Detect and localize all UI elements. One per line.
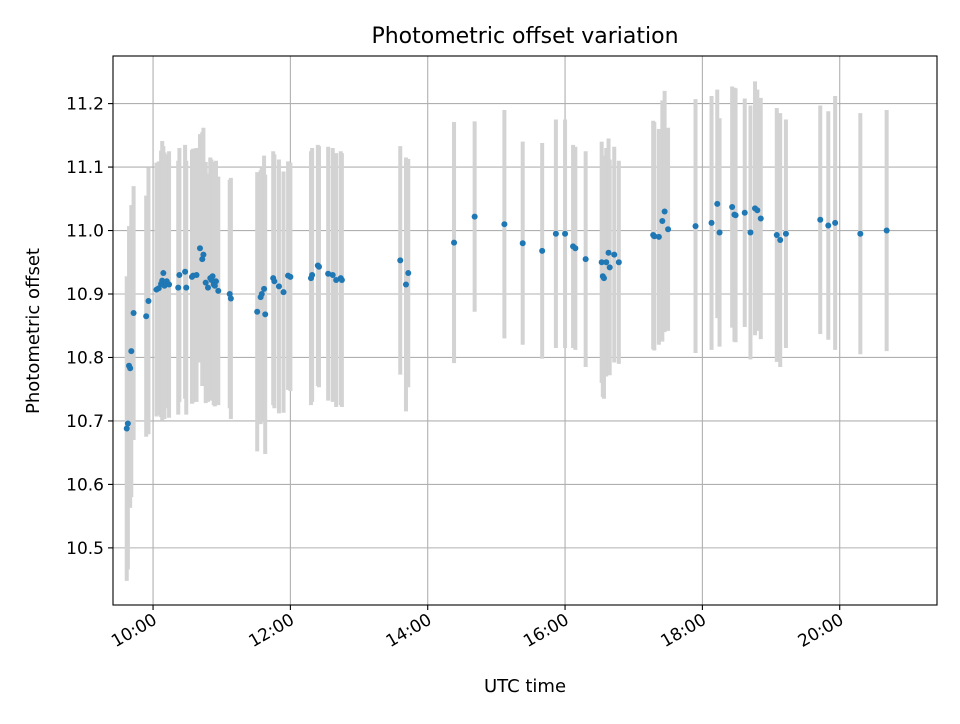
data-point: [200, 251, 207, 258]
y-tick-label: 11.2: [66, 95, 104, 115]
data-point: [309, 271, 316, 278]
data-point: [161, 282, 168, 289]
data-point: [661, 208, 668, 215]
data-point: [714, 200, 721, 207]
data-point: [405, 270, 412, 277]
data-point: [329, 271, 336, 278]
data-point: [124, 420, 131, 427]
y-tick-label: 10.8: [66, 348, 104, 368]
data-point: [128, 348, 135, 355]
data-point: [651, 233, 658, 240]
data-point: [825, 222, 832, 229]
data-point: [773, 231, 780, 238]
y-axis-ticks: 10.5 10.6 10.7 10.8 10.9 11.0 11.1 11.2: [66, 95, 113, 559]
data-point: [732, 212, 739, 219]
data-point: [183, 284, 190, 291]
data-point: [215, 287, 222, 294]
data-point: [552, 230, 559, 237]
data-point: [615, 259, 622, 266]
data-point: [451, 239, 458, 246]
data-point: [600, 275, 607, 282]
data-point: [757, 215, 764, 222]
data-point: [754, 207, 761, 214]
grid: [113, 56, 937, 605]
data-point: [832, 219, 839, 226]
data-point: [741, 209, 748, 216]
data-point: [539, 247, 546, 254]
data-point: [603, 259, 610, 266]
data-point: [692, 223, 699, 230]
data-point: [275, 283, 282, 290]
data-point: [160, 270, 167, 277]
data-point: [562, 230, 569, 237]
data-point: [659, 218, 666, 225]
data-point: [777, 237, 784, 244]
data-point: [716, 229, 723, 236]
data-point: [402, 281, 409, 288]
data-point: [572, 245, 579, 252]
data-point: [782, 230, 789, 237]
data-point: [316, 263, 322, 270]
data-point: [166, 281, 173, 288]
data-point: [287, 273, 294, 280]
data-point: [271, 278, 278, 285]
data-point: [145, 297, 152, 304]
data-point: [598, 259, 605, 266]
data-point: [501, 221, 508, 228]
y-tick-label: 10.9: [66, 285, 104, 305]
data-point: [262, 311, 269, 318]
data-point: [665, 226, 672, 233]
data-point: [606, 264, 613, 271]
data-point: [280, 289, 287, 296]
data-point: [471, 213, 478, 220]
data-point: [857, 230, 864, 237]
y-tick-label: 10.7: [66, 412, 104, 432]
x-axis-label: UTC time: [484, 676, 566, 697]
data-point: [747, 229, 754, 236]
data-point: [397, 257, 404, 264]
data-point: [155, 285, 162, 292]
data-point: [325, 270, 332, 277]
data-point: [611, 251, 618, 258]
plot-frame: [112, 55, 938, 606]
data-point: [605, 249, 612, 256]
data-point: [193, 271, 200, 278]
data-point: [729, 204, 736, 211]
y-axis-label: Photometric offset: [23, 248, 44, 414]
data-point: [209, 273, 216, 280]
data-point: [204, 284, 211, 291]
data-point: [817, 216, 824, 223]
data-point: [655, 233, 662, 240]
data-point: [196, 245, 203, 252]
data-point: [213, 278, 219, 285]
y-tick-label: 11.0: [66, 222, 104, 242]
data-point: [519, 240, 526, 247]
data-point: [143, 313, 150, 320]
data-point: [333, 277, 340, 284]
y-tick-label: 10.6: [66, 475, 104, 495]
data-point: [175, 284, 182, 291]
data-points: [123, 200, 890, 432]
data-point: [338, 277, 345, 284]
data-point: [254, 308, 261, 315]
data-point: [582, 256, 589, 263]
data-point: [127, 365, 134, 372]
data-point: [176, 271, 183, 278]
data-point: [202, 279, 209, 286]
data-point: [883, 227, 890, 234]
data-point: [261, 285, 268, 292]
data-point: [130, 310, 137, 317]
data-point: [182, 268, 189, 275]
data-point: [159, 277, 166, 284]
y-tick-label: 11.1: [66, 158, 104, 178]
data-point: [708, 219, 715, 226]
data-point: [227, 295, 234, 302]
chart-title: Photometric offset variation: [371, 24, 678, 49]
y-tick-label: 10.5: [66, 539, 104, 559]
data-point: [258, 291, 265, 298]
data-point: [123, 425, 130, 432]
